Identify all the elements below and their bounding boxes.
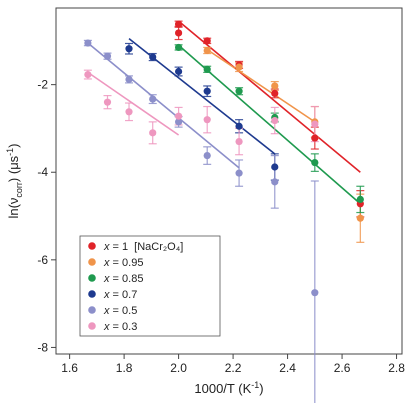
y-axis: -2 -4 -6 -8 — [37, 78, 56, 354]
data-point — [84, 70, 92, 79]
legend-label: x = 0.95 — [103, 257, 143, 269]
legend-entries: x = 1 [NaCr₂O₄] x = 0.95 x = 0.85 x = 0.7 x =… — [88, 241, 183, 333]
data-point — [174, 29, 183, 37]
x-tick-label: 1.8 — [116, 361, 133, 375]
legend-box — [79, 235, 221, 337]
data-point — [235, 169, 243, 177]
data-point — [149, 129, 157, 137]
data-point — [235, 137, 243, 146]
data-point — [271, 178, 279, 186]
fit-line — [178, 20, 361, 173]
data-point — [235, 87, 243, 95]
data-point — [203, 65, 211, 73]
y-tick-label: -2 — [37, 78, 48, 92]
data-point — [203, 87, 211, 95]
data-point — [271, 89, 279, 98]
data-point — [311, 159, 319, 167]
data-point — [174, 67, 183, 76]
legend-marker — [88, 274, 96, 282]
x-tick-label: 2.4 — [279, 361, 296, 375]
legend-marker — [88, 306, 96, 314]
data-point — [271, 82, 279, 90]
x-tick-label: 1.6 — [61, 361, 78, 375]
x-axis: 1.6 1.8 2.0 2.2 2.4 2.6 2.8 — [61, 354, 405, 375]
y-tick-label: -8 — [37, 340, 48, 354]
legend-label: x = 0.5 — [103, 305, 137, 317]
y-tick-label: -6 — [37, 253, 48, 267]
data-point — [125, 45, 133, 53]
legend-marker — [88, 242, 96, 250]
legend-label: x = 0.85 — [103, 273, 143, 285]
x-tick-label: 2.8 — [388, 361, 405, 375]
data-point — [271, 116, 279, 125]
data-point — [103, 52, 112, 60]
data-point — [174, 118, 183, 126]
data-point — [203, 46, 211, 55]
legend: x = 1 [NaCr₂O₄] x = 0.95 x = 0.85 x = 0.7 x =… — [79, 235, 221, 337]
plot-area — [55, 7, 403, 355]
data-point — [174, 112, 183, 120]
data-point — [174, 20, 183, 28]
data-point — [174, 43, 183, 52]
fit-line — [87, 42, 240, 169]
data-point — [125, 108, 133, 116]
data-point — [356, 214, 364, 222]
data-point — [84, 39, 92, 47]
data-point — [356, 195, 364, 203]
data-point — [125, 75, 133, 83]
data-point — [235, 63, 243, 71]
data-point — [311, 120, 319, 128]
data-point — [311, 134, 319, 142]
legend-marker — [88, 258, 96, 266]
x-tick-label: 2.2 — [225, 361, 242, 375]
data-point — [311, 289, 319, 297]
legend-marker — [88, 290, 96, 298]
data-point — [203, 116, 211, 124]
data-point — [203, 151, 211, 160]
data-points — [84, 20, 364, 297]
x-axis-label: 1000/T (K-1) — [194, 380, 263, 396]
x-tick-label: 2.6 — [334, 361, 351, 375]
data-point — [149, 95, 157, 103]
legend-marker — [88, 322, 96, 330]
data-point — [149, 53, 157, 61]
fit-line — [206, 48, 316, 123]
legend-label: x = 1 [NaCr₂O₄] — [103, 241, 183, 253]
legend-label: x = 0.3 — [103, 321, 137, 333]
data-point — [235, 122, 243, 130]
legend-label: x = 0.7 — [103, 289, 137, 301]
y-tick-label: -4 — [37, 165, 48, 179]
y-axis-label: ln(νcorr) (μs-1) — [5, 143, 24, 218]
data-point — [103, 98, 112, 106]
x-tick-label: 2.0 — [170, 361, 187, 375]
data-point — [203, 37, 211, 45]
fit-line — [87, 71, 180, 136]
data-point — [271, 163, 279, 171]
